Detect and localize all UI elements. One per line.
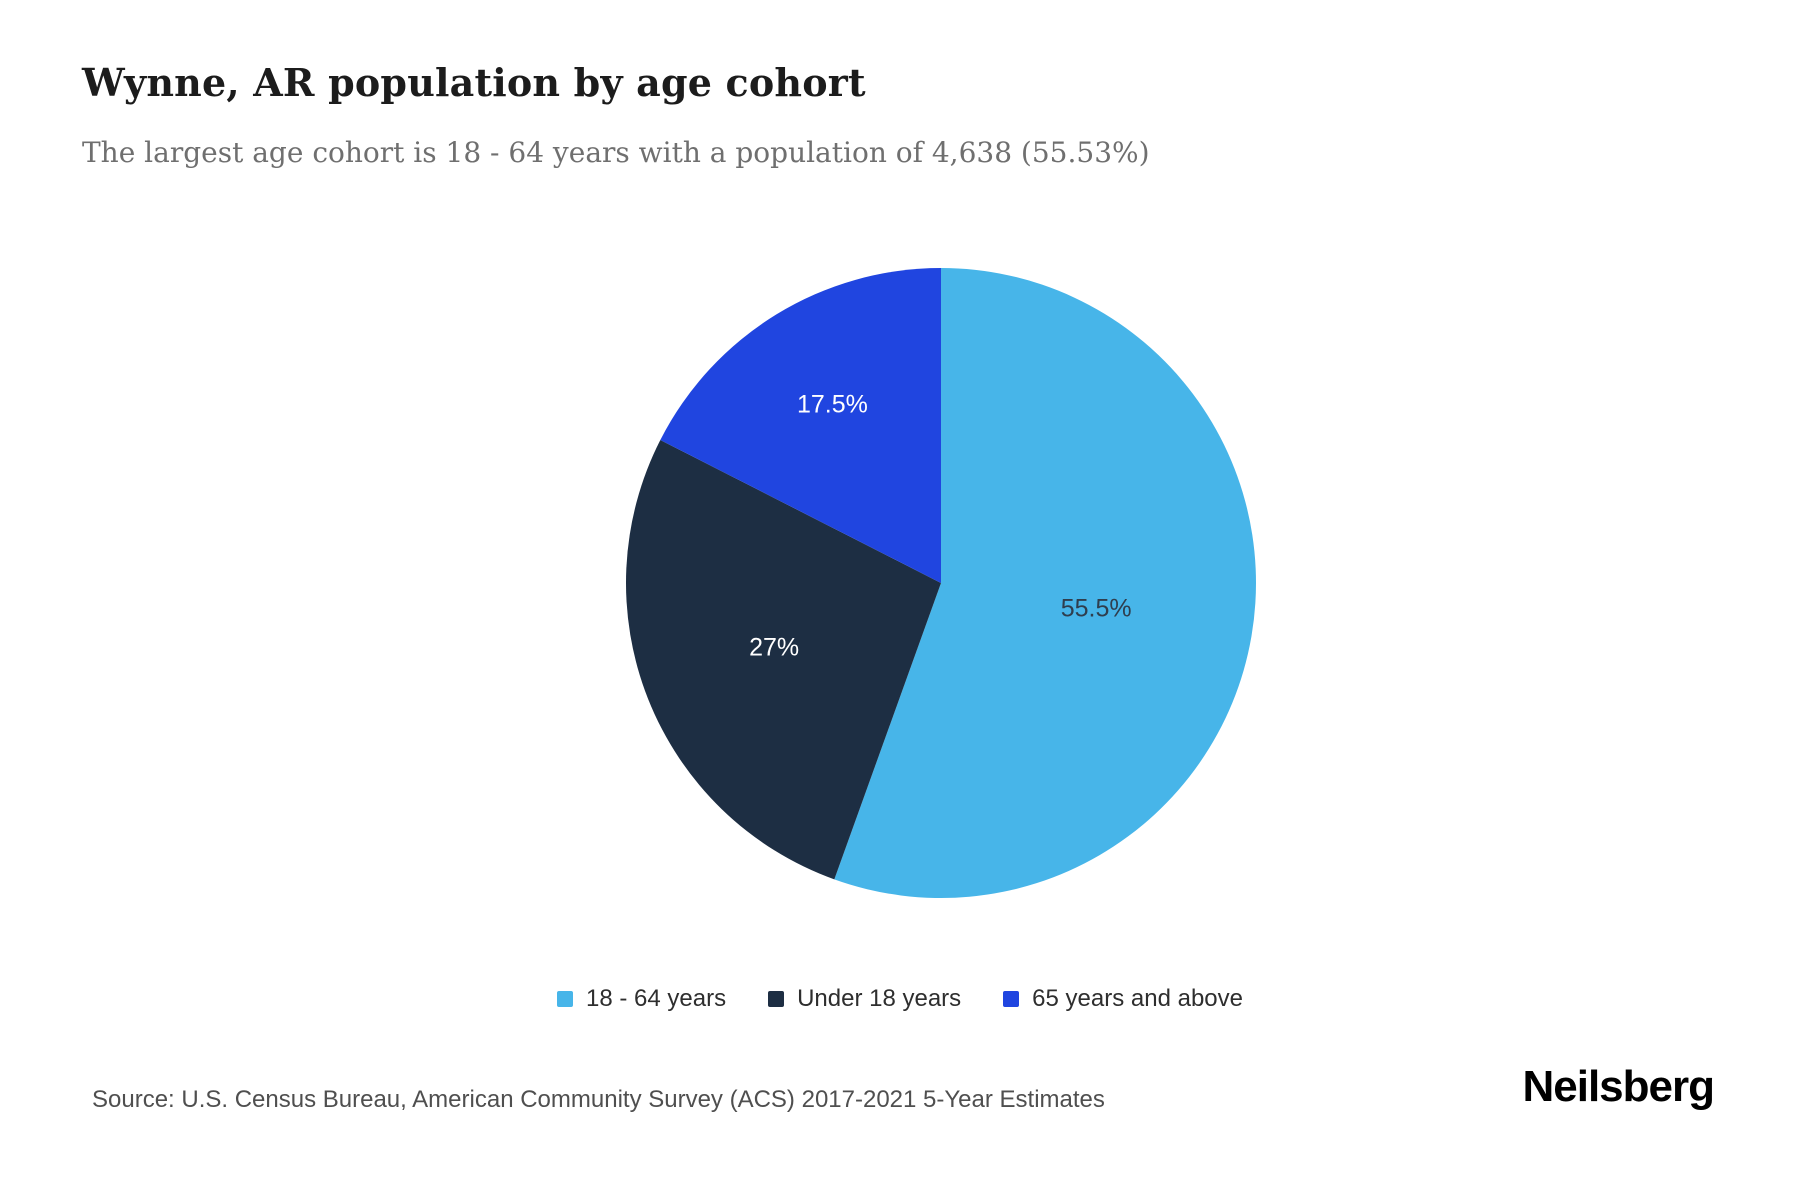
pie-slice-2 [660, 268, 941, 583]
brand-logo: Neilsberg [1522, 1062, 1715, 1111]
source-note: Source: U.S. Census Bureau, American Com… [92, 1086, 1105, 1113]
pie-slice-value-label: 17.5% [797, 390, 868, 418]
legend-item: 65 years and above [1003, 985, 1243, 1013]
chart-subtitle: The largest age cohort is 18 - 64 years … [82, 136, 1150, 169]
chart-title: Wynne, AR population by age cohort [82, 60, 866, 105]
legend-label: 65 years and above [1032, 985, 1243, 1012]
legend-label: Under 18 years [797, 985, 962, 1012]
pie-chart: 55.5% 27% 17.5% [625, 268, 1256, 898]
pie-slice-1 [625, 439, 941, 880]
pie-slice-value-label: 55.5% [1061, 595, 1132, 623]
legend-item: Under 18 years [768, 985, 961, 1013]
legend-swatch [557, 991, 573, 1007]
legend-item: 18 - 64 years [557, 985, 726, 1013]
pie-slice-0 [834, 268, 1256, 898]
pie-slice-value-label: 27% [749, 634, 799, 662]
legend-swatch [1003, 991, 1020, 1007]
legend: 18 - 64 years Under 18 years 65 years and … [0, 985, 1800, 1013]
legend-label: 18 - 64 years [586, 985, 727, 1012]
legend-swatch [768, 991, 785, 1007]
